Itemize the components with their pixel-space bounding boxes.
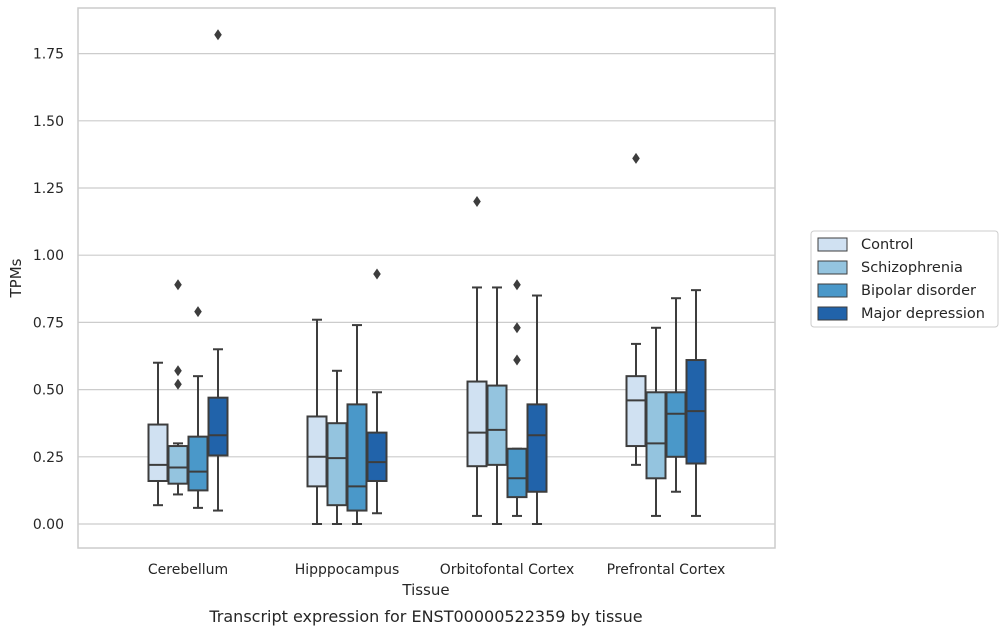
box-body bbox=[207, 396, 229, 457]
box-body bbox=[167, 445, 189, 485]
y-tick-label: 1.50 bbox=[33, 114, 64, 130]
y-tick-label: 0.25 bbox=[33, 450, 64, 466]
outlier-point bbox=[473, 195, 481, 207]
box-body bbox=[625, 375, 647, 448]
box-body bbox=[366, 431, 388, 482]
box-body bbox=[526, 403, 548, 493]
legend: Control Schizophrenia Bipolar disorder Majo… bbox=[810, 230, 999, 328]
x-tick-label: Orbitofontal Cortex bbox=[440, 562, 575, 578]
box-0-2 bbox=[187, 306, 209, 509]
box-body bbox=[665, 391, 687, 458]
outlier-point bbox=[513, 354, 521, 366]
outlier-point bbox=[632, 152, 640, 164]
legend-swatch bbox=[817, 283, 848, 298]
box-1-3 bbox=[366, 268, 388, 515]
y-tick-labels: 0.00 0.25 0.50 0.75 1.00 1.25 1.50 1.75 bbox=[33, 47, 64, 533]
box-body bbox=[147, 423, 169, 482]
box-3-3 bbox=[685, 289, 707, 517]
box-body bbox=[306, 415, 328, 488]
box-body bbox=[645, 391, 667, 480]
outlier-point bbox=[214, 29, 222, 41]
box-0-0 bbox=[147, 361, 169, 507]
legend-swatch bbox=[817, 260, 848, 275]
outlier-point bbox=[194, 306, 202, 318]
plot-frame bbox=[77, 7, 776, 549]
box-2-2 bbox=[506, 279, 528, 517]
y-axis-title: TPMs bbox=[7, 258, 25, 298]
y-tick-label: 1.00 bbox=[33, 248, 64, 264]
x-tick-label: Prefrontal Cortex bbox=[607, 562, 726, 578]
box-body bbox=[506, 447, 528, 499]
x-tick-labels: Cerebellum Hipppocampus Orbitofontal Corte… bbox=[148, 562, 725, 578]
box-body bbox=[187, 435, 209, 492]
y-tick-label: 0.00 bbox=[33, 517, 64, 533]
legend-swatch bbox=[817, 237, 848, 252]
y-tick-label: 0.50 bbox=[33, 383, 64, 399]
box-2-3 bbox=[526, 294, 548, 525]
y-tick-label: 1.75 bbox=[33, 47, 64, 63]
box-body bbox=[466, 380, 488, 468]
box-body bbox=[486, 384, 508, 466]
outlier-point bbox=[174, 279, 182, 291]
box-body bbox=[346, 403, 368, 512]
box-1-0 bbox=[306, 318, 328, 525]
legend-frame bbox=[810, 230, 999, 328]
chart-caption: Transcript expression for ENST0000052235… bbox=[208, 607, 642, 626]
box-3-2 bbox=[665, 297, 687, 493]
box-3-1 bbox=[645, 326, 667, 517]
outlier-point bbox=[513, 279, 521, 291]
y-tick-label: 1.25 bbox=[33, 181, 64, 197]
legend-label: Control bbox=[861, 237, 913, 253]
legend-label: Schizophrenia bbox=[861, 260, 963, 276]
legend-label: Major depression bbox=[861, 306, 985, 322]
y-tick-label: 0.75 bbox=[33, 315, 64, 331]
x-tick-label: Hipppocampus bbox=[295, 562, 400, 578]
box-0-1 bbox=[167, 279, 189, 496]
box-groups bbox=[147, 29, 707, 525]
outlier-point bbox=[174, 378, 182, 390]
box-body bbox=[326, 422, 348, 507]
x-tick-label: Cerebellum bbox=[148, 562, 228, 578]
box-2-1 bbox=[486, 286, 508, 525]
outlier-point bbox=[373, 268, 381, 280]
x-axis-title: Tissue bbox=[401, 581, 449, 599]
outlier-point bbox=[513, 322, 521, 334]
outlier-point bbox=[174, 365, 182, 377]
box-2-0 bbox=[466, 195, 488, 517]
legend-label: Bipolar disorder bbox=[861, 283, 976, 299]
legend-swatch bbox=[817, 306, 848, 321]
box-0-3 bbox=[207, 29, 229, 512]
